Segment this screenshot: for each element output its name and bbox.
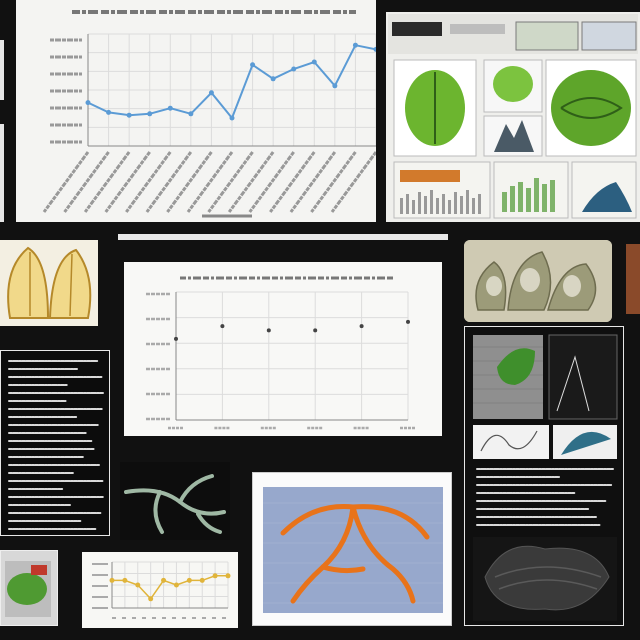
x-tick-label-scribble (104, 151, 151, 213)
leaf-collage-panel (386, 12, 640, 222)
data-point (373, 46, 376, 52)
x-tick-label-scribble (83, 151, 131, 213)
x-tick-label-scribble (269, 151, 316, 213)
data-point (406, 319, 410, 324)
data-point (188, 111, 194, 117)
data-point (352, 42, 358, 48)
leaf-outline-right (48, 248, 92, 319)
collage-title-block (392, 22, 442, 36)
left-edge-sliver-mid (0, 124, 4, 222)
series-line (112, 575, 228, 600)
data-point (161, 577, 167, 583)
x-tick-label-scribble (227, 151, 275, 213)
scatter-chart-panel (124, 262, 442, 436)
data-point (174, 336, 178, 341)
x-tick-label-scribble (289, 151, 337, 213)
x-tick-label-scribble (145, 151, 193, 213)
data-point (270, 76, 276, 82)
cross-section-icon (484, 545, 610, 611)
data-point (173, 582, 179, 588)
vein-map-icon (280, 504, 430, 604)
x-tick-label-scribble (186, 151, 234, 213)
data-point (311, 59, 317, 65)
scatter-chart (146, 276, 416, 430)
divider-bar (118, 234, 448, 240)
tissue-image-panel (464, 240, 612, 322)
leaf-collage (388, 14, 638, 219)
leaf-figure-icon (497, 348, 535, 385)
line-chart-panel (16, 0, 376, 222)
text-block-panel (0, 350, 110, 536)
leaf-large-icon (551, 70, 631, 146)
data-point (126, 112, 132, 118)
x-tick-label-scribble (166, 151, 213, 213)
figure-column-panel (464, 326, 624, 626)
data-point (199, 577, 205, 583)
root-image-panel (120, 462, 230, 540)
small-line-chart-panel (82, 552, 238, 628)
data-point (291, 66, 297, 72)
data-point (85, 100, 91, 106)
x-tick-label-scribble (207, 151, 254, 213)
edge-image-panel (626, 244, 640, 314)
data-point (135, 582, 141, 588)
data-point (359, 324, 364, 329)
left-edge-sliver-top (0, 40, 4, 100)
root-icon (124, 474, 226, 534)
data-point (225, 573, 231, 579)
plant-tissue-icon (493, 66, 533, 102)
data-point (122, 577, 128, 583)
x-tick-label-scribble (42, 151, 90, 213)
data-point (147, 111, 153, 117)
data-point (208, 90, 214, 96)
data-point (332, 83, 338, 89)
leaf-drawing-panel (0, 240, 98, 326)
leaf-outline-left (7, 246, 50, 319)
leaf-device-panel (0, 550, 58, 626)
data-point (250, 62, 256, 68)
x-tick-label-scribble (330, 151, 376, 213)
leaf-small-icon (7, 573, 47, 605)
data-point (167, 105, 173, 111)
line-chart (42, 10, 376, 218)
data-point (313, 328, 318, 333)
x-tick-label-scribble (248, 151, 295, 213)
small-line-chart (92, 561, 231, 619)
data-point (148, 596, 154, 602)
data-point (109, 577, 115, 583)
data-point (220, 324, 225, 329)
x-tick-label-scribble (125, 151, 172, 213)
data-point (229, 115, 235, 121)
x-tick-label-scribble (310, 151, 357, 213)
data-point (212, 573, 218, 579)
data-point (186, 577, 192, 583)
vein-map-panel (252, 472, 452, 626)
data-point (266, 328, 271, 333)
x-tick-label-scribble (63, 151, 110, 213)
data-point (106, 109, 112, 115)
